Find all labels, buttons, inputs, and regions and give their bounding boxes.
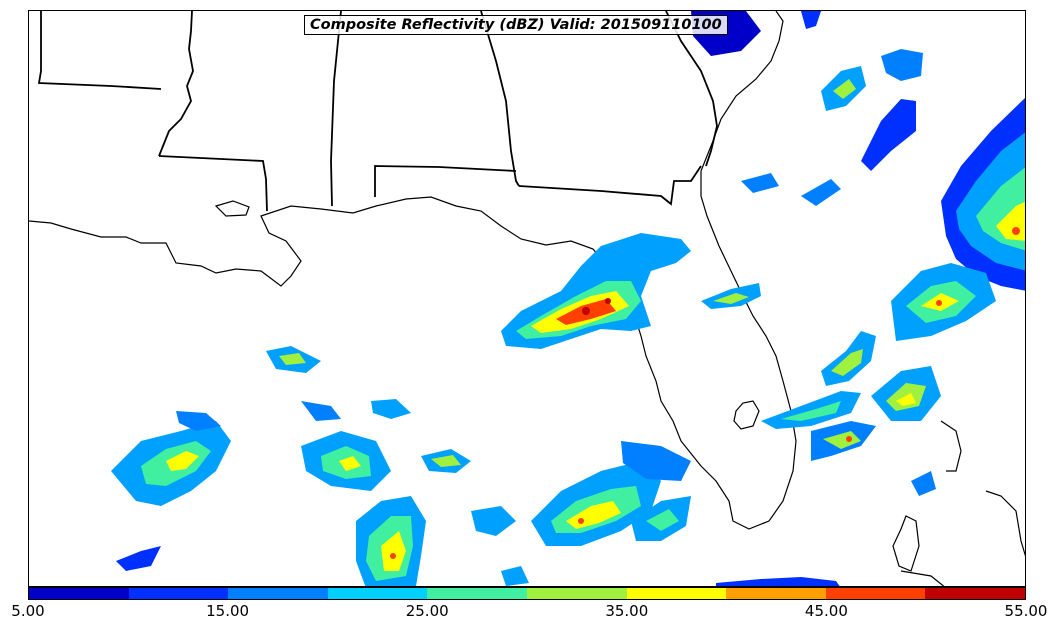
map-title: Composite Reflectivity (dBZ) Valid: 2015… (304, 15, 728, 35)
bahamas-abaco (940, 420, 962, 472)
atlantic-coast (700, 11, 784, 172)
colorbar-tick-label: 25.00 (405, 602, 449, 620)
bahamas-andros (892, 515, 920, 572)
colorbar-segment (526, 588, 627, 599)
gulf-coast (29, 171, 797, 530)
border-ms-la-south (158, 155, 268, 212)
lake-okeechobee (733, 400, 760, 430)
colorbar-tick-label: 45.00 (804, 602, 848, 620)
border-ga-sc (665, 11, 718, 167)
radar-echoes (111, 11, 1025, 586)
colorbar-tick-label: 15.00 (206, 602, 250, 620)
coastline (29, 11, 1025, 586)
colorbar-segment (327, 588, 428, 599)
colorbar-tick-label: 55.00 (1004, 602, 1048, 620)
border-al-ga (480, 11, 520, 187)
colorbar-segment (128, 588, 229, 599)
colorbar-segment (29, 588, 129, 599)
border-la-ar (37, 11, 162, 90)
cuba-coast (900, 570, 945, 586)
border-al-fl (374, 165, 517, 197)
colorbar-tick-label: 5.00 (11, 602, 45, 620)
radar-map (28, 10, 1026, 587)
colorbar-tick-labels: 5.00 15.00 25.00 35.00 45.00 55.00 (0, 602, 1060, 626)
border-ms-al (330, 11, 342, 207)
border-ga-fl (518, 165, 702, 206)
colorbar (28, 587, 1026, 600)
map-canvas (29, 11, 1025, 586)
lake-pontchartrain (214, 200, 250, 217)
bahamas-eleuthera (985, 490, 1025, 557)
colorbar-segment (825, 588, 926, 599)
colorbar-segment (626, 588, 727, 599)
colorbar-segment (925, 588, 1025, 599)
colorbar-tick-label: 35.00 (605, 602, 649, 620)
colorbar-segment (427, 588, 527, 599)
colorbar-segment (726, 588, 826, 599)
state-borders (37, 11, 718, 212)
colorbar-segment (228, 588, 328, 599)
border-la-ms (158, 11, 194, 157)
